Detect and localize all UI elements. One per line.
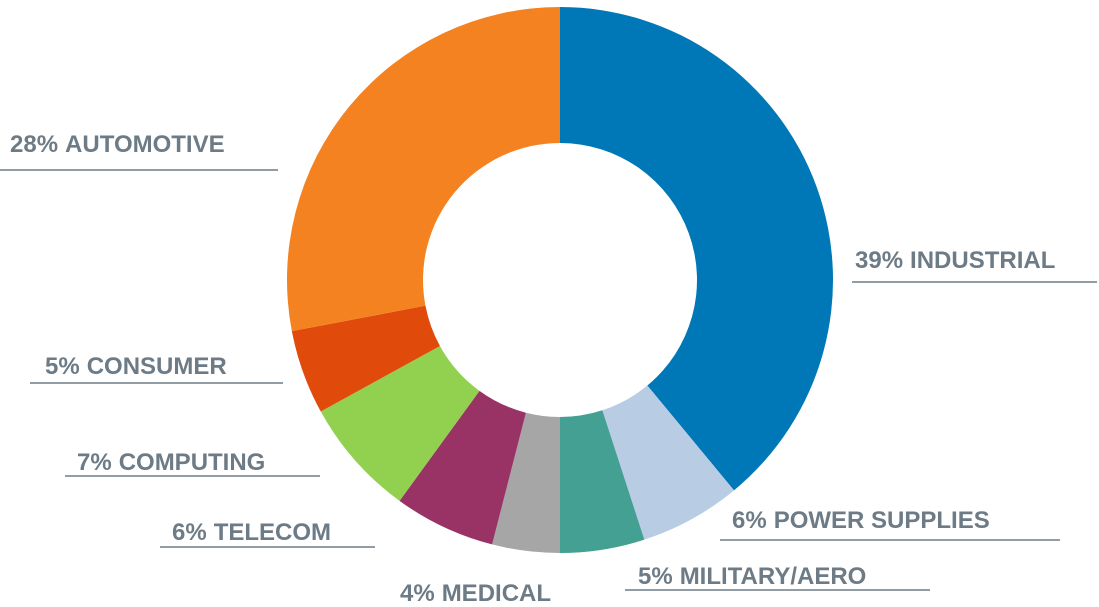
slice-label: 5% MILITARY/AERO (638, 563, 866, 590)
value-label: 4% (400, 580, 435, 607)
slice-label: 4% MEDICAL (400, 580, 551, 607)
value-label: 6% (172, 519, 207, 546)
category-label: COMPUTING (119, 449, 266, 476)
slice (492, 412, 560, 553)
category-label: INDUSTRIAL (910, 247, 1055, 274)
slice (560, 410, 645, 553)
value-label: 39% (855, 247, 903, 274)
slice-label: 39% INDUSTRIAL (855, 247, 1055, 274)
value-label: 28% (10, 131, 58, 158)
slice (291, 305, 440, 412)
slice (560, 7, 833, 491)
slice (602, 385, 735, 540)
slice-label: 6% TELECOM (172, 519, 331, 546)
slice-label: 7% COMPUTING (77, 449, 265, 476)
value-label: 7% (77, 449, 112, 476)
slice-label: 28% AUTOMOTIVE (10, 131, 225, 158)
category-label: TELECOM (214, 519, 331, 546)
slice (286, 7, 560, 332)
category-label: AUTOMOTIVE (65, 131, 225, 158)
category-label: MEDICAL (442, 580, 551, 607)
slice-label: 6% POWER SUPPLIES (732, 507, 990, 534)
category-label: MILITARY/AERO (680, 563, 867, 590)
value-label: 5% (638, 563, 673, 590)
slice-label: 5% CONSUMER (45, 353, 227, 380)
category-label: POWER SUPPLIES (774, 507, 990, 534)
value-label: 6% (732, 507, 767, 534)
slice (399, 390, 526, 545)
category-label: CONSUMER (87, 353, 227, 380)
slice (320, 346, 480, 501)
value-label: 5% (45, 353, 80, 380)
